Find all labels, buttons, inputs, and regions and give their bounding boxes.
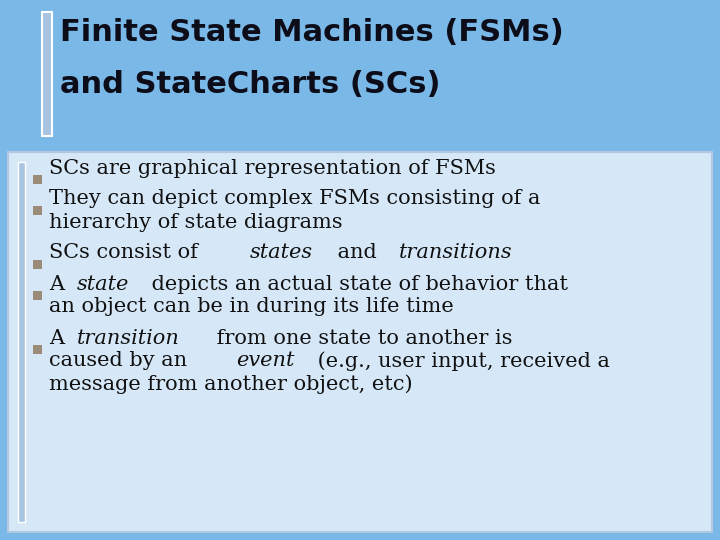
FancyBboxPatch shape <box>33 206 42 215</box>
Text: SCs consist of: SCs consist of <box>49 244 204 262</box>
Text: transitions: transitions <box>399 244 513 262</box>
FancyBboxPatch shape <box>18 162 25 522</box>
Text: event: event <box>235 352 294 370</box>
Text: SCs are graphical representation of FSMs: SCs are graphical representation of FSMs <box>49 159 496 178</box>
Text: caused by an: caused by an <box>49 352 194 370</box>
Text: and StateCharts (SCs): and StateCharts (SCs) <box>60 70 441 99</box>
Text: from one state to another is: from one state to another is <box>210 328 513 348</box>
FancyBboxPatch shape <box>33 175 42 184</box>
Text: states: states <box>250 244 312 262</box>
Text: hierarchy of state diagrams: hierarchy of state diagrams <box>49 213 343 232</box>
Text: A: A <box>49 328 71 348</box>
FancyBboxPatch shape <box>8 152 712 532</box>
Text: (e.g., user input, received a: (e.g., user input, received a <box>311 351 610 371</box>
Text: A: A <box>49 274 71 294</box>
Text: depicts an actual state of behavior that: depicts an actual state of behavior that <box>145 274 567 294</box>
FancyBboxPatch shape <box>42 12 52 136</box>
Text: message from another object, etc): message from another object, etc) <box>49 374 413 394</box>
Text: and: and <box>331 244 384 262</box>
Text: state: state <box>77 274 130 294</box>
FancyBboxPatch shape <box>33 260 42 269</box>
Text: They can depict complex FSMs consisting of a: They can depict complex FSMs consisting … <box>49 190 541 208</box>
FancyBboxPatch shape <box>33 345 42 354</box>
Text: an object can be in during its life time: an object can be in during its life time <box>49 298 454 316</box>
Text: transition: transition <box>77 328 180 348</box>
FancyBboxPatch shape <box>33 291 42 300</box>
Text: Finite State Machines (FSMs): Finite State Machines (FSMs) <box>60 18 564 47</box>
